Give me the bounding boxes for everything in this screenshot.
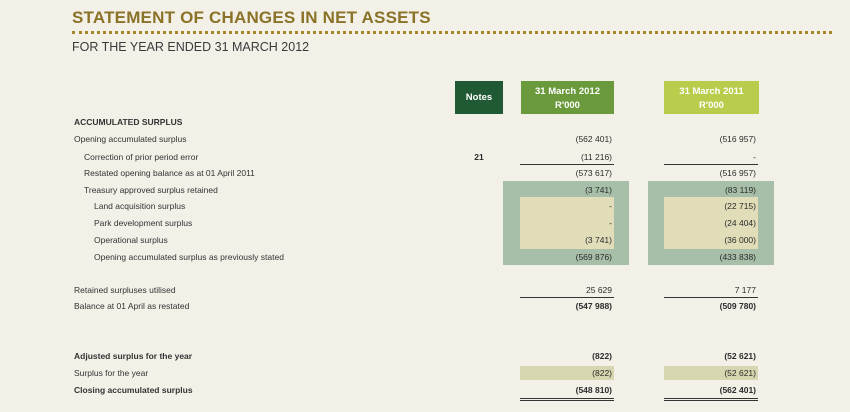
row-label: Park development surplus xyxy=(94,218,193,228)
row-label: Operational surplus xyxy=(94,235,168,245)
value-2012: (547 988) xyxy=(575,301,612,311)
value-2011: (52 621) xyxy=(724,368,756,378)
surplus-cell-shade-2011 xyxy=(664,366,758,380)
column-header-2011: 31 March 2011 R'000 xyxy=(664,81,759,114)
value-2011: 7 177 xyxy=(734,285,756,295)
note-ref: 21 xyxy=(474,152,484,162)
value-2012: (11 216) xyxy=(580,152,612,162)
column-2012-unit: R'000 xyxy=(555,100,580,111)
page-title: STATEMENT OF CHANGES IN NET ASSETS xyxy=(72,8,431,27)
row-label: Closing accumulated surplus xyxy=(74,385,193,395)
dotted-divider xyxy=(72,31,832,34)
column-2011-date: 31 March 2011 xyxy=(679,86,744,97)
row-label: Balance at 01 April as restated xyxy=(74,301,190,311)
total-double-rule-2012 xyxy=(520,398,614,401)
value-2011: (509 780) xyxy=(719,301,756,311)
value-2011: (433 838) xyxy=(719,252,756,262)
value-2011: (36 000) xyxy=(724,235,756,245)
shaded-inner-2012 xyxy=(520,197,614,249)
shaded-inner-2011 xyxy=(664,197,758,249)
value-2012: (3 741) xyxy=(585,185,612,195)
row-label: Adjusted surplus for the year xyxy=(74,351,193,361)
section-heading: ACCUMULATED SURPLUS xyxy=(74,117,183,127)
subtotal-rule-2011 xyxy=(664,164,758,165)
value-2012: - xyxy=(609,201,612,211)
value-2011: (562 401) xyxy=(719,385,756,395)
value-2012: (3 741) xyxy=(585,235,612,245)
value-2012: (562 401) xyxy=(575,134,612,144)
row-label: Surplus for the year xyxy=(74,368,149,378)
value-2011: (516 957) xyxy=(719,134,756,144)
row-label: Treasury approved surplus retained xyxy=(84,185,218,195)
row-label: Opening accumulated surplus as previousl… xyxy=(94,252,284,262)
row-label: Land acquisition surplus xyxy=(94,201,186,211)
value-2011: (83 119) xyxy=(724,185,756,195)
surplus-cell-shade-2012 xyxy=(520,366,614,380)
value-2012: (569 876) xyxy=(575,252,612,262)
value-2012: (822) xyxy=(592,368,612,378)
value-2012: 25 629 xyxy=(586,285,612,295)
row-label: Restated opening balance as at 01 April … xyxy=(84,168,255,178)
row-label: Opening accumulated surplus xyxy=(74,134,187,144)
value-2011: (24 404) xyxy=(724,218,756,228)
page-subtitle: FOR THE YEAR ENDED 31 MARCH 2012 xyxy=(72,40,310,54)
value-2011: (52 621) xyxy=(724,351,756,361)
total-double-rule-2011 xyxy=(664,398,758,401)
notes-column-header: Notes xyxy=(455,81,503,114)
column-header-2012: 31 March 2012 R'000 xyxy=(521,81,614,114)
column-2012-date: 31 March 2012 xyxy=(535,86,600,97)
row-label: Correction of prior period error xyxy=(84,152,199,162)
value-2011: (516 957) xyxy=(719,168,756,178)
subtotal-rule-2012 xyxy=(520,164,614,165)
subtotal-rule-2011 xyxy=(664,297,758,298)
value-2012: (548 810) xyxy=(575,385,612,395)
value-2011: - xyxy=(753,152,756,162)
subtotal-rule-2012 xyxy=(520,297,614,298)
row-label: Retained surpluses utilised xyxy=(74,285,176,295)
value-2011: (22 715) xyxy=(724,201,756,211)
value-2012: (573 617) xyxy=(575,168,612,178)
value-2012: - xyxy=(609,218,612,228)
value-2012: (822) xyxy=(592,351,612,361)
column-2011-unit: R'000 xyxy=(699,100,724,111)
